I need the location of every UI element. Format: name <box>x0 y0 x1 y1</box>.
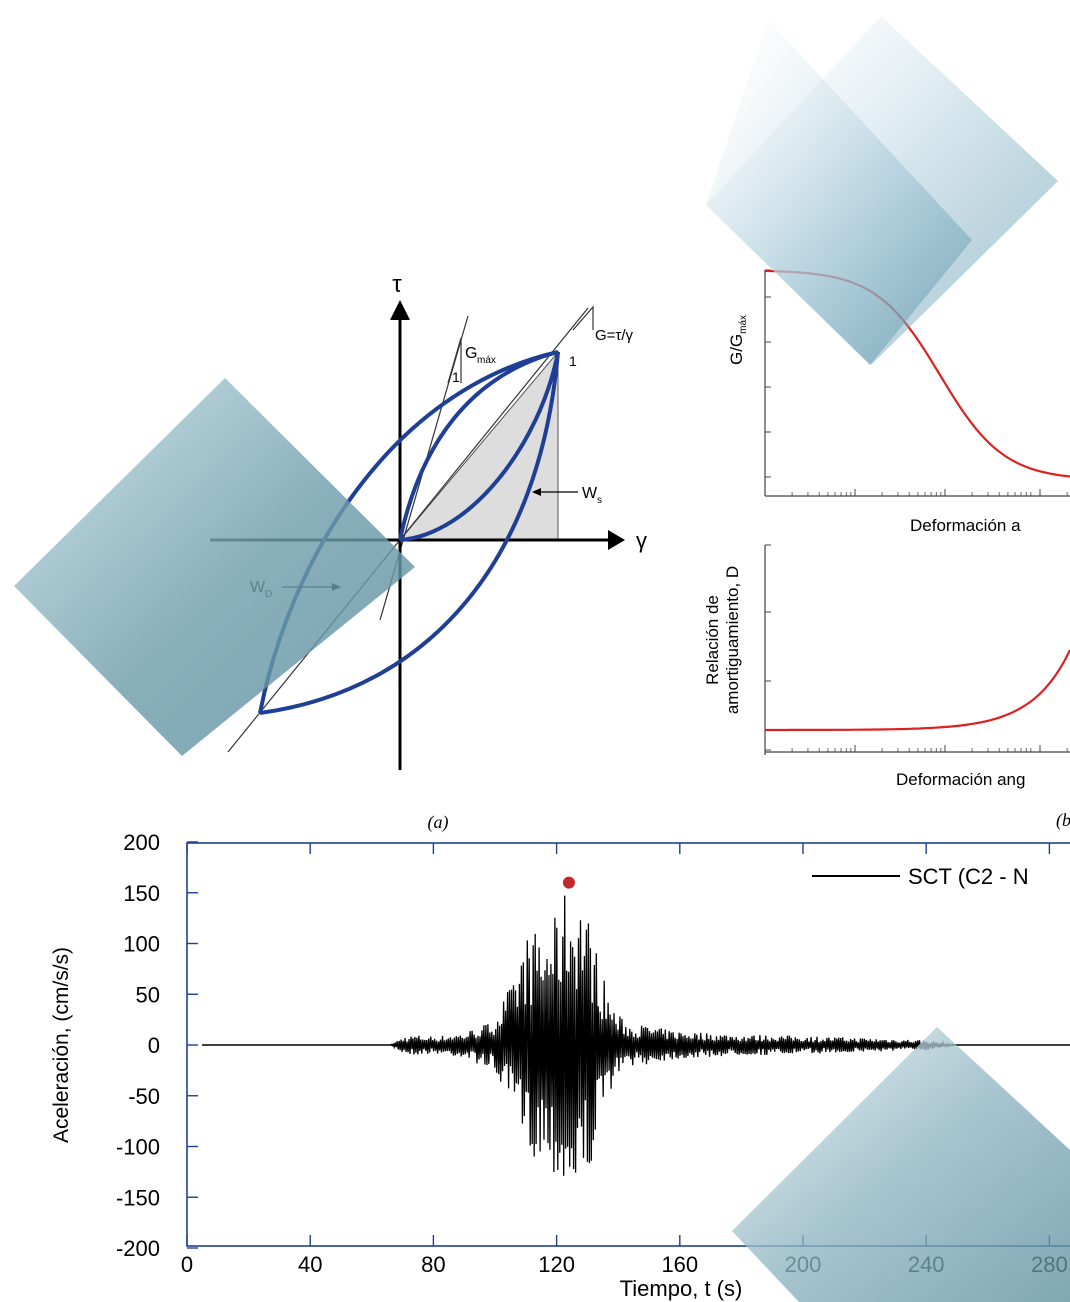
accelerogram-xlabel: Tiempo, t (s) <box>620 1276 743 1301</box>
legend-text: SCT (C2 - N <box>908 864 1029 889</box>
inner-loop-lower <box>399 351 560 542</box>
y-tick-label: -100 <box>116 1135 160 1160</box>
bottom-xlabel: Deformación ang <box>896 770 1025 789</box>
top-ylabel-main: G/G <box>727 334 746 365</box>
damping-curve <box>765 649 1070 732</box>
secant-slope-triangle <box>572 305 594 331</box>
accelerogram-ylabel: Aceleración, (cm/s/s) <box>50 947 73 1143</box>
outer-loop-lower <box>259 351 560 715</box>
gmax-slope-triangle <box>447 337 462 384</box>
one-right-label: 1 <box>569 353 577 369</box>
ws-sub-label: s <box>597 495 602 506</box>
g-secant-label: G=τ/γ <box>595 327 634 344</box>
diamond-top-b <box>706 16 1058 365</box>
one-left-label: 1 <box>452 369 460 385</box>
top-ylabel-sub: máx <box>738 315 749 334</box>
tau-axis-arrow <box>390 300 410 320</box>
top-xlabel: Deformación a <box>910 516 1021 535</box>
y-tick-label: -50 <box>128 1084 160 1109</box>
hysteresis-panel: τ γ G máx 1 G=τ/γ 1 W s W D (a) <box>210 271 647 833</box>
y-tick-label: 150 <box>123 881 160 906</box>
gmax-label: G <box>465 345 477 362</box>
y-tick-label: 0 <box>148 1033 160 1058</box>
y-tick-label: 200 <box>123 830 160 855</box>
accelerogram-panel: SCT (C2 - N 0408012016020024028020015010… <box>50 830 1070 1301</box>
x-tick-label: 120 <box>538 1252 575 1277</box>
tau-label: τ <box>392 271 402 298</box>
y-tick-label: 100 <box>123 932 160 957</box>
gamma-label: γ <box>636 528 647 553</box>
panel-b-label: (b <box>1056 810 1070 831</box>
y-tick-label: -200 <box>116 1236 160 1261</box>
y-tick-label: -150 <box>116 1185 160 1210</box>
secant-line <box>227 307 589 753</box>
diamond-left <box>14 378 415 756</box>
x-tick-label: 40 <box>298 1252 322 1277</box>
ws-arrow-head <box>532 488 541 496</box>
degradation-panel: G/Gmáx Deformación a Relación de amortig… <box>703 269 1070 831</box>
x-tick-label: 160 <box>661 1252 698 1277</box>
y-tick-label: 50 <box>136 982 160 1007</box>
top-ylabel: G/Gmáx <box>727 315 749 365</box>
bottom-ylabel-line2: amortiguamiento, D <box>723 566 742 714</box>
panel-a-label: (a) <box>428 812 449 833</box>
peak-marker <box>562 876 575 889</box>
gmax-sub-label: máx <box>477 355 496 366</box>
acceleration-series <box>389 895 958 1176</box>
diamond-bottom <box>732 1027 1070 1302</box>
inner-loop-upper <box>398 350 559 541</box>
ws-label: W <box>582 485 598 502</box>
bottom-ylabel-line1: Relación de <box>703 595 722 685</box>
decorative-diamonds <box>14 16 1070 1302</box>
x-tick-label: 80 <box>421 1252 445 1277</box>
gamma-axis-arrow <box>608 530 625 550</box>
x-tick-label: 0 <box>181 1252 193 1277</box>
